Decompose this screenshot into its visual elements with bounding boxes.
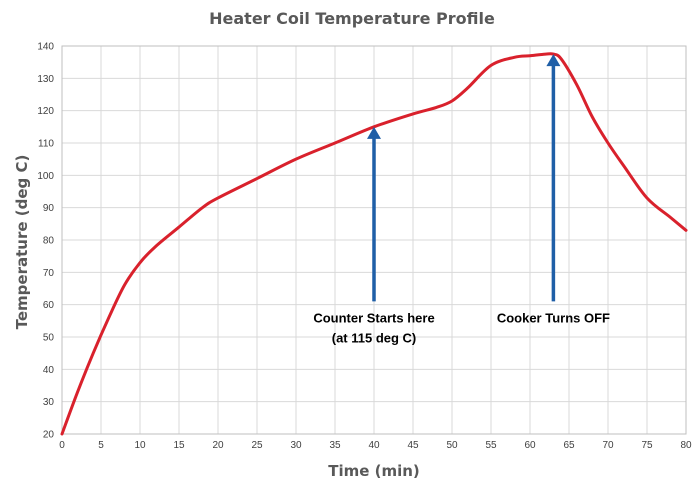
chart-title: Heater Coil Temperature Profile — [209, 9, 495, 28]
x-tick-label: 55 — [485, 440, 497, 451]
x-tick-label: 75 — [641, 440, 653, 451]
annotation-label: Cooker Turns OFF — [497, 310, 610, 325]
x-tick-label: 15 — [173, 440, 185, 451]
y-tick-label: 40 — [43, 365, 55, 376]
annotation-arrowhead — [546, 54, 561, 67]
y-tick-label: 60 — [43, 300, 55, 311]
x-tick-label: 80 — [680, 440, 692, 451]
y-tick-label: 110 — [38, 139, 54, 150]
series — [60, 52, 688, 436]
x-tick-label: 60 — [524, 440, 536, 451]
x-tick-label: 45 — [407, 440, 419, 451]
y-tick-label: 50 — [43, 333, 55, 344]
x-tick-label: 20 — [212, 440, 224, 451]
y-tick-label: 90 — [43, 203, 55, 214]
annotation-label: Counter Starts here — [313, 310, 434, 325]
x-tick-label: 40 — [368, 440, 380, 451]
x-tick-label: 0 — [59, 440, 65, 451]
y-tick-label: 100 — [37, 171, 54, 182]
y-ticks: 20 30 40 50 60 70 80 90 100 110 120 130 140 — [37, 42, 54, 441]
y-tick-label: 140 — [37, 42, 54, 53]
y-tick-label: 20 — [43, 430, 55, 441]
series-line — [60, 52, 688, 436]
plot-frame — [61, 45, 687, 435]
x-tick-label: 25 — [251, 440, 263, 451]
annotation-arrowhead — [367, 126, 381, 139]
y-tick-label: 70 — [43, 268, 55, 279]
y-axis-label: Temperature (deg C) — [13, 155, 31, 330]
x-tick-label: 70 — [602, 440, 614, 451]
x-tick-label: 65 — [563, 440, 575, 451]
x-tick-label: 30 — [290, 440, 302, 451]
x-ticks: 0 5 10 15 20 25 30 35 40 45 50 55 60 65 70 75 80 — [59, 440, 692, 451]
y-tick-label: 130 — [37, 74, 54, 85]
annotations: Counter Starts here (at 115 deg C) Cooker … — [313, 54, 610, 345]
annotation-label: (at 115 deg C) — [332, 330, 417, 345]
y-tick-label: 80 — [43, 236, 55, 247]
x-tick-label: 5 — [98, 440, 104, 451]
x-tick-label: 35 — [329, 440, 341, 451]
y-tick-label: 30 — [43, 397, 55, 408]
x-tick-label: 10 — [134, 440, 146, 451]
x-tick-label: 50 — [446, 440, 458, 451]
y-tick-label: 120 — [37, 106, 54, 117]
x-axis-label: Time (min) — [328, 462, 420, 480]
